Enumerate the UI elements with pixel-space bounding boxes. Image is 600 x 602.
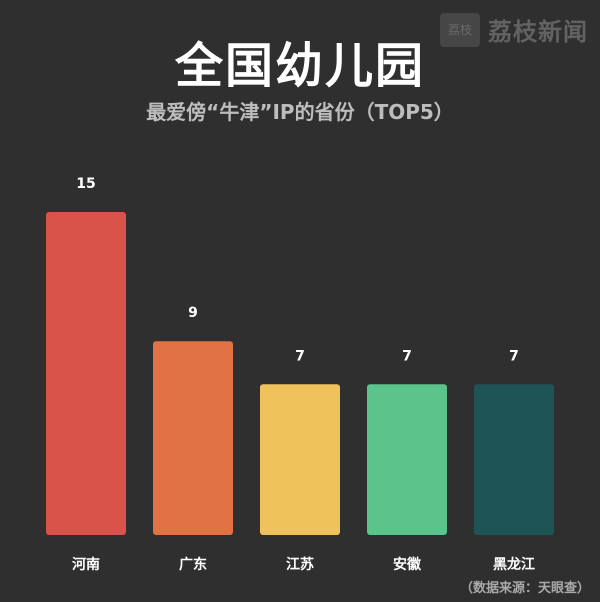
bar-安徽	[367, 384, 447, 535]
chart-subtitle: 最爱傍“牛津”IP的省份（TOP5）	[146, 100, 454, 124]
watermark-logo-text: 荔枝	[447, 23, 472, 37]
watermark: 荔枝 荔枝新闻	[440, 12, 588, 47]
bar-广东	[153, 341, 233, 535]
tick-label-黑龙江: 黑龙江	[493, 556, 535, 573]
bar-河南	[46, 212, 126, 535]
data-source: （数据来源：天眼查）	[459, 581, 590, 596]
data-label-江苏: 7	[295, 348, 305, 364]
data-label-广东: 9	[188, 305, 198, 321]
litchi-logo-icon: 荔枝	[440, 12, 480, 47]
bar-江苏	[260, 384, 340, 535]
data-label-安徽: 7	[402, 348, 412, 364]
tick-label-安徽: 安徽	[393, 556, 422, 573]
tick-label-江苏: 江苏	[286, 556, 314, 573]
watermark-text: 荔枝新闻	[488, 18, 588, 46]
tick-label-河南: 河南	[72, 556, 100, 573]
chart-title: 全国幼儿园	[174, 38, 425, 94]
tick-label-广东: 广东	[179, 556, 207, 573]
data-label-河南: 15	[76, 176, 95, 192]
bar-黑龙江	[474, 384, 554, 535]
data-label-黑龙江: 7	[509, 348, 519, 364]
